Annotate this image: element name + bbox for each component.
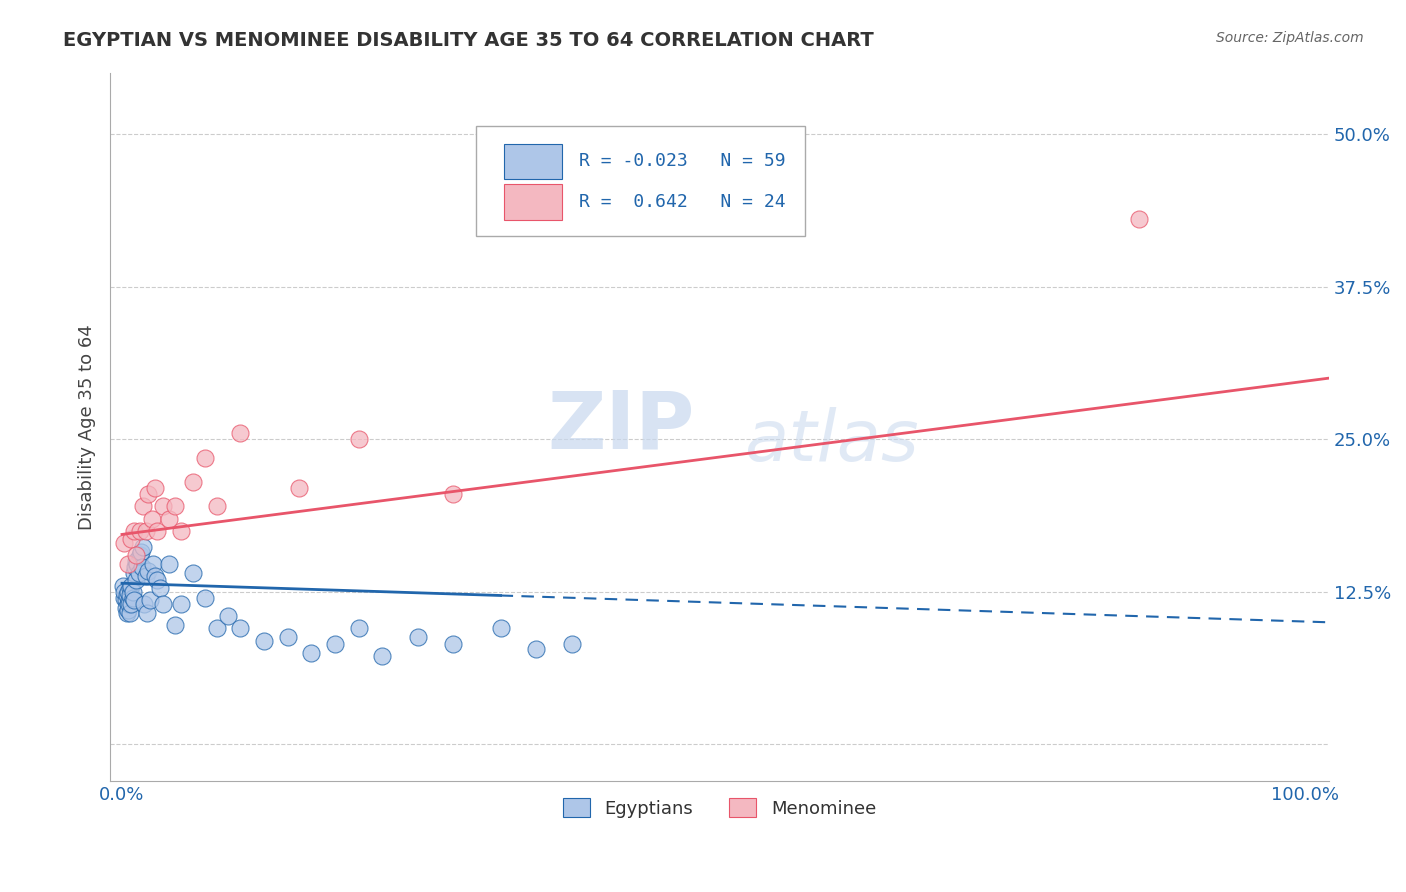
Point xyxy=(229,426,252,441)
Point xyxy=(132,540,155,554)
Text: atlas: atlas xyxy=(744,407,918,475)
Point xyxy=(120,589,142,603)
Point xyxy=(134,597,156,611)
Text: ZIP: ZIP xyxy=(548,388,695,466)
Point xyxy=(118,593,141,607)
Point xyxy=(122,524,145,538)
Point xyxy=(121,584,143,599)
Point xyxy=(170,524,193,538)
Point xyxy=(141,511,163,525)
Text: R = -0.023   N = 59: R = -0.023 N = 59 xyxy=(579,153,786,170)
Point xyxy=(139,593,162,607)
Point xyxy=(132,500,155,514)
Point xyxy=(135,606,157,620)
Point xyxy=(157,557,180,571)
Point xyxy=(299,646,322,660)
Point xyxy=(165,500,187,514)
Point xyxy=(118,597,141,611)
Point xyxy=(152,597,174,611)
Point xyxy=(128,548,150,562)
Point xyxy=(524,642,547,657)
Point xyxy=(114,593,136,607)
Point xyxy=(205,621,228,635)
Point xyxy=(131,560,153,574)
Point xyxy=(157,511,180,525)
Point xyxy=(120,533,142,547)
Point xyxy=(181,566,204,581)
Text: EGYPTIAN VS MENOMINEE DISABILITY AGE 35 TO 64 CORRELATION CHART: EGYPTIAN VS MENOMINEE DISABILITY AGE 35 … xyxy=(63,31,875,50)
Point xyxy=(347,621,370,635)
Point xyxy=(136,564,159,578)
Point xyxy=(277,630,299,644)
Point xyxy=(112,536,135,550)
Point xyxy=(120,606,142,620)
Point xyxy=(170,597,193,611)
Point xyxy=(135,569,157,583)
Point xyxy=(143,569,166,583)
Point xyxy=(128,566,150,581)
Bar xyxy=(503,184,562,219)
Point xyxy=(205,500,228,514)
Legend: Egyptians, Menominee: Egyptians, Menominee xyxy=(555,791,883,825)
Point xyxy=(136,487,159,501)
Point xyxy=(229,621,252,635)
Point xyxy=(120,581,142,595)
Point xyxy=(253,633,276,648)
Point xyxy=(125,573,148,587)
Point xyxy=(125,554,148,568)
Point xyxy=(347,432,370,446)
Point xyxy=(128,524,150,538)
Point xyxy=(115,606,138,620)
Point xyxy=(122,566,145,581)
Point xyxy=(181,475,204,489)
Point xyxy=(194,450,217,465)
Point xyxy=(114,600,136,615)
Point xyxy=(371,649,394,664)
Point xyxy=(149,581,172,595)
FancyBboxPatch shape xyxy=(475,126,804,235)
Point xyxy=(124,560,146,574)
Point xyxy=(115,589,138,603)
Point xyxy=(120,597,142,611)
Point xyxy=(194,591,217,605)
Point xyxy=(146,573,169,587)
Point xyxy=(142,557,165,571)
Point xyxy=(129,544,152,558)
Point xyxy=(117,603,139,617)
Point xyxy=(121,591,143,605)
Point xyxy=(152,500,174,514)
Point xyxy=(117,597,139,611)
Point xyxy=(441,637,464,651)
Point xyxy=(117,557,139,571)
Text: R =  0.642   N = 24: R = 0.642 N = 24 xyxy=(579,193,786,211)
Point xyxy=(1128,212,1150,227)
Point xyxy=(217,609,239,624)
Point xyxy=(288,481,311,495)
Point xyxy=(406,630,429,644)
Point xyxy=(143,481,166,495)
Point xyxy=(125,548,148,562)
Point xyxy=(165,617,187,632)
Point xyxy=(120,579,142,593)
Point xyxy=(112,579,135,593)
Point xyxy=(135,524,157,538)
Point xyxy=(146,524,169,538)
Point xyxy=(127,557,149,571)
Point xyxy=(561,637,583,651)
Y-axis label: Disability Age 35 to 64: Disability Age 35 to 64 xyxy=(79,324,96,530)
Text: Source: ZipAtlas.com: Source: ZipAtlas.com xyxy=(1216,31,1364,45)
Point xyxy=(112,591,135,605)
Point xyxy=(112,584,135,599)
Point xyxy=(122,593,145,607)
Point xyxy=(117,584,139,599)
Bar xyxy=(503,144,562,179)
Point xyxy=(441,487,464,501)
Point xyxy=(323,637,346,651)
Point xyxy=(489,621,512,635)
